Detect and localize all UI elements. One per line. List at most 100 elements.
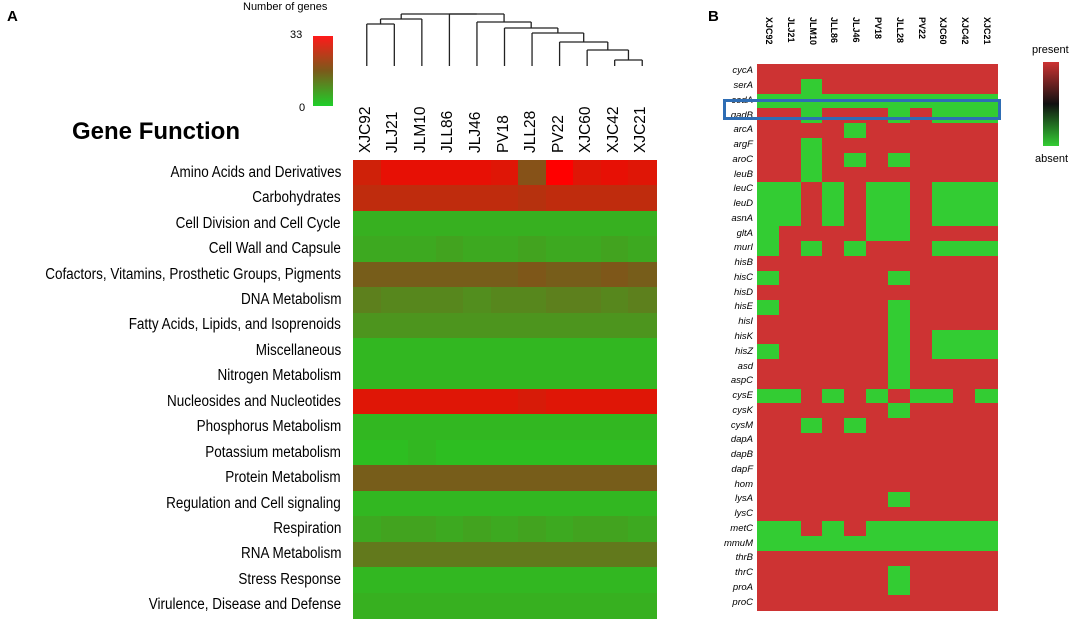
a-heatmap-cell — [600, 185, 630, 212]
b-heatmap-cell — [800, 255, 824, 272]
b-heatmap-cell — [866, 565, 889, 582]
b-heatmap-cell — [844, 359, 867, 375]
a-heatmap-cell — [353, 567, 382, 594]
b-heatmap-cell — [778, 477, 802, 493]
b-heatmap-cell — [975, 241, 998, 257]
b-heatmap-cell — [887, 314, 911, 331]
b-heatmap-cell — [800, 432, 824, 449]
a-heatmap-cell — [353, 541, 382, 568]
b-heatmap-cell — [778, 211, 802, 227]
b-heatmap-cell — [800, 241, 824, 257]
a-heatmap-cell — [600, 414, 630, 441]
b-heatmap-cell — [866, 580, 889, 596]
a-heatmap-cell — [628, 287, 657, 314]
a-heatmap-cell — [380, 439, 409, 466]
b-heatmap-cell — [866, 477, 889, 493]
a-heatmap-cell — [628, 185, 657, 212]
b-row-label: hisI — [738, 316, 753, 328]
b-heatmap-cell — [975, 550, 998, 567]
a-heatmap-cell — [600, 160, 630, 187]
b-heatmap-cell — [887, 373, 911, 390]
b-heatmap-cell — [953, 285, 976, 301]
b-heatmap-cell — [953, 78, 976, 95]
a-heatmap-cell — [463, 439, 492, 466]
a-heatmap-cell — [408, 567, 437, 594]
b-heatmap-cell — [866, 536, 889, 552]
a-heatmap-cell — [435, 287, 464, 314]
b-row-label: serA — [733, 80, 753, 92]
b-heatmap-cell — [975, 64, 998, 80]
b-row-label: dapB — [730, 449, 753, 461]
b-heatmap-cell — [866, 550, 889, 567]
b-heatmap-cell — [757, 491, 780, 508]
b-heatmap-cell — [909, 270, 933, 286]
a-heatmap-cell — [600, 541, 630, 568]
a-heatmap-cell — [490, 287, 519, 314]
b-heatmap-cell — [909, 373, 933, 390]
a-heatmap-cell — [490, 338, 519, 365]
b-heatmap-cell — [909, 550, 933, 567]
b-column-label: XJC42 — [960, 17, 971, 45]
a-heatmap-cell — [490, 236, 519, 263]
a-heatmap-cell — [490, 465, 519, 492]
a-heatmap-cell — [573, 490, 602, 517]
b-heatmap-cell — [931, 403, 954, 419]
a-heatmap-cell — [435, 516, 464, 543]
b-heatmap-cell — [778, 270, 802, 286]
a-heatmap-cell — [408, 414, 437, 441]
a-heatmap-cell — [463, 516, 492, 543]
a-heatmap-cell — [628, 389, 657, 416]
a-heatmap-cell — [353, 338, 382, 365]
b-heatmap-cell — [757, 432, 780, 449]
a-heatmap-cell — [545, 363, 574, 390]
b-heatmap-cell — [757, 329, 780, 345]
b-heatmap-cell — [975, 418, 998, 434]
b-heatmap-cell — [953, 137, 976, 154]
b-heatmap-cell — [800, 344, 824, 360]
b-heatmap-cell — [975, 447, 998, 464]
b-heatmap-cell — [757, 211, 780, 227]
b-heatmap-cell — [800, 506, 824, 523]
b-row-label: leuC — [733, 183, 753, 195]
b-row-label: hisD — [733, 286, 753, 298]
b-row-label: hisZ — [735, 345, 753, 357]
b-heatmap-cell — [909, 196, 933, 213]
b-heatmap-cell — [887, 418, 911, 434]
a-heatmap-cell — [573, 210, 602, 237]
b-heatmap-cell — [866, 64, 889, 80]
b-heatmap-cell — [778, 329, 802, 345]
b-heatmap-cell — [778, 359, 802, 375]
a-heatmap-cell — [545, 185, 574, 212]
a-heatmap-cell — [463, 363, 492, 390]
b-heatmap-cell — [778, 182, 802, 198]
a-row-label: Fatty Acids, Lipids, and Isoprenoids — [128, 316, 341, 334]
b-heatmap-cell — [931, 373, 954, 390]
a-heatmap-cell — [600, 389, 630, 416]
b-heatmap-cell — [757, 285, 780, 301]
b-heatmap-cell — [844, 462, 867, 478]
a-heatmap-cell — [380, 338, 409, 365]
b-column-label: PV18 — [873, 17, 883, 40]
b-heatmap-cell — [975, 226, 998, 242]
b-row-label: hisK — [734, 331, 753, 342]
b-heatmap-cell — [757, 550, 780, 567]
a-heatmap-cell — [380, 465, 409, 492]
b-heatmap-cell — [800, 285, 824, 301]
b-heatmap-cell — [975, 182, 998, 198]
b-row-label: dapA — [730, 434, 753, 446]
a-heatmap-cell — [573, 516, 602, 543]
a-heatmap-cell — [518, 160, 547, 187]
a-heatmap-cell — [518, 567, 547, 594]
b-heatmap-cell — [800, 403, 824, 419]
a-heatmap-cell — [353, 160, 382, 187]
b-heatmap-cell — [844, 78, 867, 95]
b-heatmap-cell — [931, 462, 954, 478]
b-heatmap-cell — [800, 182, 824, 198]
a-heatmap-cell — [490, 185, 519, 212]
a-heatmap-cell — [463, 338, 492, 365]
a-heatmap-cell — [600, 363, 630, 390]
b-heatmap-cell — [822, 418, 845, 434]
a-heatmap-cell — [463, 414, 492, 441]
a-heatmap-cell — [600, 210, 630, 237]
b-heatmap-cell — [975, 300, 998, 316]
